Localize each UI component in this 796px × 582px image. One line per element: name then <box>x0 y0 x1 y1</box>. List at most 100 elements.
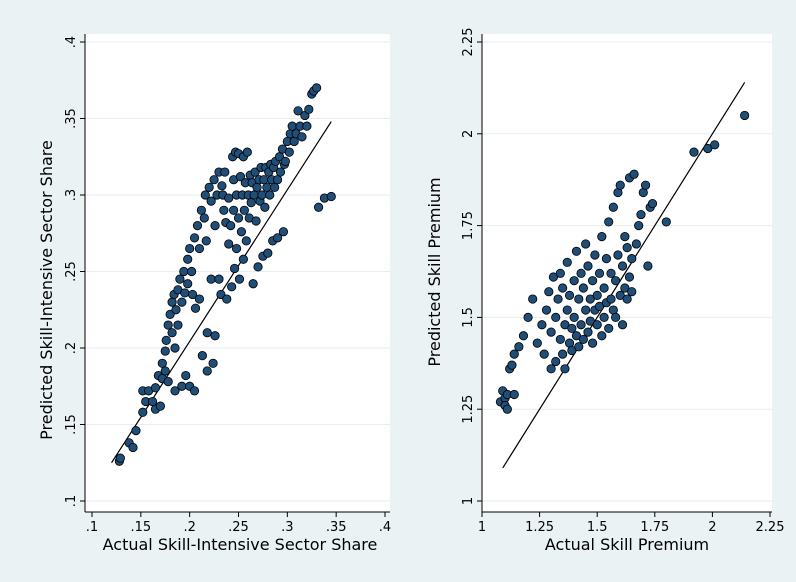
y-tick-label: .15 <box>64 414 79 435</box>
data-point <box>167 328 177 338</box>
data-point <box>620 232 630 242</box>
data-point <box>569 312 579 322</box>
data-point <box>617 320 628 330</box>
data-point <box>581 305 591 315</box>
x-tick-label: .3 <box>281 520 293 535</box>
y-ticks-sector-share: .1 .15 .2 .25 .3 .35 .4 <box>64 36 85 507</box>
y-axis-label-skill-premium: Predicted Skill Premium <box>425 177 444 366</box>
x-tick-label: 1.75 <box>640 520 669 535</box>
y-tick-label: .3 <box>64 189 79 201</box>
data-point <box>613 250 623 260</box>
data-point <box>224 193 234 203</box>
data-point <box>544 287 554 297</box>
data-point <box>558 349 568 359</box>
data-point <box>138 407 148 417</box>
data-point <box>147 396 158 407</box>
data-point <box>278 227 289 237</box>
x-tick-label: .25 <box>228 520 249 535</box>
data-point <box>233 213 244 223</box>
data-point <box>246 198 256 208</box>
data-point <box>238 254 248 264</box>
panel-skill-premium: 1 1.25 1.5 1.75 2 2.25 1 1.25 1.5 1.75 2 2.25 Actu… <box>425 28 784 554</box>
data-point <box>606 294 616 304</box>
data-point <box>241 236 251 246</box>
data-point <box>539 349 549 359</box>
x-axis-label-sector-share: Actual Skill-Intensive Sector Share <box>103 535 378 554</box>
data-point <box>239 205 249 215</box>
data-point <box>224 239 234 249</box>
data-point <box>514 342 524 352</box>
y-axis-label-sector-share: Predicted Skill-Intensive Sector Share <box>37 140 56 440</box>
y-tick-label: .35 <box>64 108 79 129</box>
data-point <box>280 156 290 166</box>
data-point <box>576 268 586 278</box>
points-skill-premium <box>495 110 750 414</box>
x-ticks-sector-share: .1 .15 .2 .25 .3 .35 .4 <box>86 512 391 535</box>
data-point <box>181 370 191 381</box>
data-point <box>569 276 579 286</box>
data-point <box>502 404 512 414</box>
x-tick-label: .2 <box>183 520 195 535</box>
y-tick-label: .1 <box>64 495 79 507</box>
data-point <box>170 343 180 353</box>
data-point <box>627 254 637 264</box>
x-tick-label: 2.25 <box>756 520 785 535</box>
data-point <box>553 294 563 304</box>
data-point <box>710 140 720 150</box>
data-point <box>171 305 181 315</box>
data-point <box>128 442 138 453</box>
data-point <box>204 182 214 192</box>
data-point <box>131 426 141 436</box>
data-point <box>206 196 216 206</box>
data-point <box>275 167 286 177</box>
data-point <box>234 274 245 284</box>
data-point <box>326 191 336 202</box>
panel-sector-share: .1 .15 .2 .25 .3 .35 .4 .1 .15 .2 .25 .3 .35 .4 Actu… <box>37 34 391 554</box>
data-point <box>214 274 224 284</box>
data-point <box>208 358 218 368</box>
data-point <box>252 182 262 192</box>
data-point <box>532 338 542 348</box>
data-point <box>558 283 568 293</box>
data-point <box>202 366 212 376</box>
data-point <box>313 202 324 212</box>
data-point <box>262 182 272 192</box>
y-tick-label: 2.25 <box>461 28 476 57</box>
x-tick-label: 1.25 <box>525 520 554 535</box>
data-point <box>555 268 565 278</box>
data-point <box>604 217 614 227</box>
data-point <box>297 132 307 142</box>
data-point <box>571 246 582 256</box>
data-point <box>187 266 197 277</box>
data-point <box>293 106 303 116</box>
data-point <box>592 290 602 300</box>
data-point <box>179 266 189 277</box>
data-point <box>302 121 312 131</box>
data-point <box>304 104 314 114</box>
data-point <box>647 198 658 209</box>
data-point <box>229 205 239 215</box>
data-point <box>175 274 185 284</box>
data-point <box>236 227 247 237</box>
data-point <box>226 221 236 231</box>
data-point <box>615 180 625 190</box>
data-point <box>574 342 584 352</box>
data-point <box>217 181 227 191</box>
data-point <box>170 386 180 396</box>
x-tick-label: 1.5 <box>587 520 608 535</box>
data-point <box>209 175 219 185</box>
data-point <box>611 312 621 322</box>
data-point <box>183 279 193 289</box>
data-point <box>163 377 173 387</box>
data-point <box>161 335 171 345</box>
data-point <box>190 303 201 313</box>
data-point <box>242 147 252 157</box>
data-point <box>509 349 519 359</box>
data-point <box>185 243 195 254</box>
y-tick-label: .4 <box>64 36 79 48</box>
data-point <box>594 268 605 278</box>
data-point <box>689 147 699 157</box>
x-tick-label: .1 <box>86 520 98 535</box>
x-tick-label: .4 <box>379 520 391 535</box>
